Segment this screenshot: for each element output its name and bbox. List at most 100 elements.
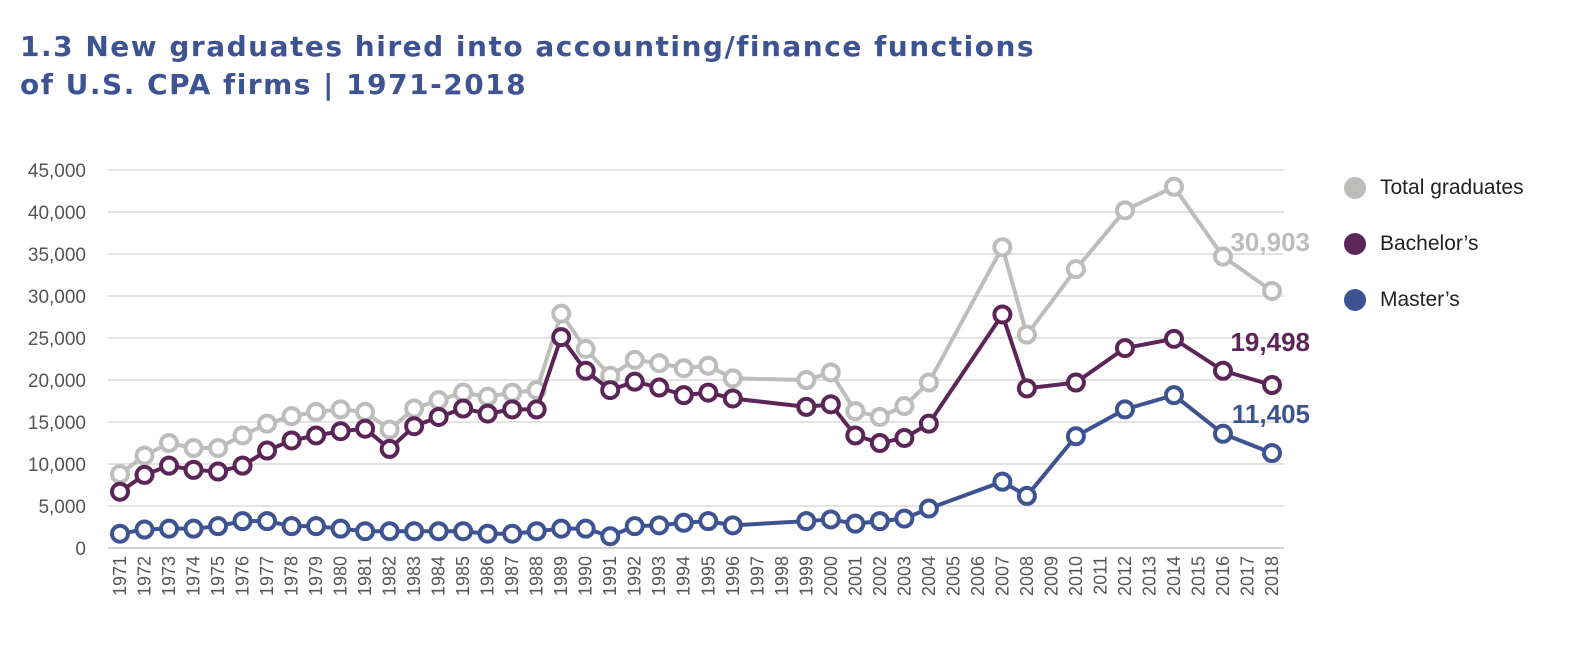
- data-point-bachelors: [159, 455, 180, 476]
- series-total: [110, 176, 1282, 485]
- data-point-masters: [1016, 485, 1037, 506]
- data-point-total: [673, 358, 694, 379]
- data-point-bachelors: [894, 427, 915, 448]
- data-point-bachelors: [575, 360, 596, 381]
- x-tick-label: 1972: [135, 556, 155, 596]
- x-tick-label: 1996: [723, 556, 743, 596]
- x-tick-label: 1976: [233, 556, 253, 596]
- x-tick-label: 1988: [527, 556, 547, 596]
- y-tick-label: 20,000: [28, 371, 86, 392]
- x-tick-label: 2012: [1115, 556, 1135, 596]
- y-tick-label: 0: [75, 539, 86, 560]
- data-point-masters: [698, 511, 719, 532]
- legend-label-masters: Master’s: [1380, 288, 1460, 311]
- data-point-total: [502, 382, 523, 403]
- x-tick-label: 2007: [992, 556, 1012, 596]
- data-point-bachelors: [1016, 378, 1037, 399]
- data-point-masters: [894, 508, 915, 529]
- legend-swatch-total: [1344, 177, 1366, 199]
- data-point-total: [330, 399, 351, 420]
- legend-label-bachelors: Bachelor’s: [1380, 232, 1479, 255]
- data-point-bachelors: [477, 403, 498, 424]
- data-point-total: [722, 368, 743, 389]
- y-axis-tick-labels: 0 5,000 10,000 15,000 20,000 25,000 30,000 35,0…: [28, 161, 86, 560]
- data-point-bachelors: [649, 377, 670, 398]
- data-point-masters: [918, 498, 939, 519]
- data-point-masters: [355, 521, 376, 542]
- x-tick-label: 1993: [649, 556, 669, 596]
- data-point-bachelors: [1065, 372, 1086, 393]
- x-tick-label: 1994: [674, 556, 694, 596]
- data-point-total: [698, 355, 719, 376]
- data-point-masters: [1065, 426, 1086, 447]
- data-point-masters: [526, 521, 547, 542]
- y-tick-label: 5,000: [38, 497, 86, 518]
- data-point-total: [1163, 176, 1184, 197]
- data-point-masters: [477, 523, 498, 544]
- x-tick-label: 2005: [943, 556, 963, 596]
- y-tick-label: 25,000: [28, 329, 86, 350]
- x-tick-label: 1973: [159, 556, 179, 596]
- data-point-masters: [183, 518, 204, 539]
- x-tick-label: 2009: [1041, 556, 1061, 596]
- chart-title-line-1: 1.3 New graduates hired into accounting/…: [20, 30, 1036, 63]
- data-point-bachelors: [453, 398, 474, 419]
- x-tick-label: 1979: [306, 556, 326, 596]
- data-point-masters: [845, 513, 866, 534]
- data-point-total: [1065, 259, 1086, 280]
- x-tick-label: 2002: [870, 556, 890, 596]
- end-label-total: 30,903: [1230, 227, 1310, 257]
- data-point-masters: [624, 516, 645, 537]
- x-tick-label: 2008: [1017, 556, 1037, 596]
- x-tick-label: 1981: [355, 556, 375, 596]
- legend-swatch-bachelors: [1344, 233, 1366, 255]
- x-tick-label: 2013: [1139, 556, 1159, 596]
- data-point-total: [992, 237, 1013, 258]
- data-point-masters: [820, 509, 841, 530]
- data-point-masters: [1262, 443, 1282, 464]
- x-tick-label: 1974: [184, 556, 204, 596]
- x-tick-label: 1985: [453, 556, 473, 596]
- data-point-total: [355, 401, 376, 422]
- data-point-bachelors: [1212, 360, 1233, 381]
- data-point-total: [232, 425, 253, 446]
- x-tick-label: 2000: [821, 556, 841, 596]
- data-point-masters: [232, 511, 253, 532]
- data-point-bachelors: [502, 399, 523, 420]
- x-tick-label: 1977: [257, 556, 277, 596]
- data-point-bachelors: [722, 388, 743, 409]
- data-point-masters: [600, 526, 621, 547]
- data-point-masters: [208, 516, 229, 537]
- data-point-total: [453, 382, 474, 403]
- x-tick-label: 2003: [894, 556, 914, 596]
- x-tick-label: 2017: [1237, 556, 1257, 596]
- data-point-masters: [575, 518, 596, 539]
- data-point-total: [257, 413, 278, 434]
- data-point-bachelors: [355, 418, 376, 439]
- data-point-bachelors: [379, 438, 400, 459]
- x-tick-label: 2016: [1213, 556, 1233, 596]
- data-point-total: [110, 464, 130, 485]
- data-point-masters: [1212, 423, 1233, 444]
- data-point-masters: [110, 523, 130, 544]
- chart-title-line-2: of U.S. CPA firms | 1971-2018: [20, 68, 528, 101]
- data-point-total: [918, 372, 939, 393]
- end-value-labels: 30,903 19,498 11,405: [1230, 227, 1310, 429]
- x-tick-label: 2015: [1188, 556, 1208, 596]
- legend: Total graduates Bachelor’s Master’s: [1344, 160, 1524, 328]
- data-point-total: [208, 438, 229, 459]
- data-point-total: [894, 396, 915, 417]
- data-point-masters: [306, 516, 327, 537]
- data-point-masters: [379, 521, 400, 542]
- data-point-masters: [159, 518, 180, 539]
- y-tick-label: 10,000: [28, 455, 86, 476]
- legend-item-masters: Master’s: [1344, 272, 1524, 328]
- x-tick-label: 2010: [1066, 556, 1086, 596]
- end-label-masters: 11,405: [1232, 399, 1310, 429]
- data-point-masters: [722, 515, 743, 536]
- data-point-masters: [992, 471, 1013, 492]
- data-point-total: [183, 438, 204, 459]
- x-tick-label: 1983: [404, 556, 424, 596]
- x-axis-tick-labels: 1971 1972 1973 1974 1975 1976 1977 1978 1979 1980…: [110, 556, 1282, 596]
